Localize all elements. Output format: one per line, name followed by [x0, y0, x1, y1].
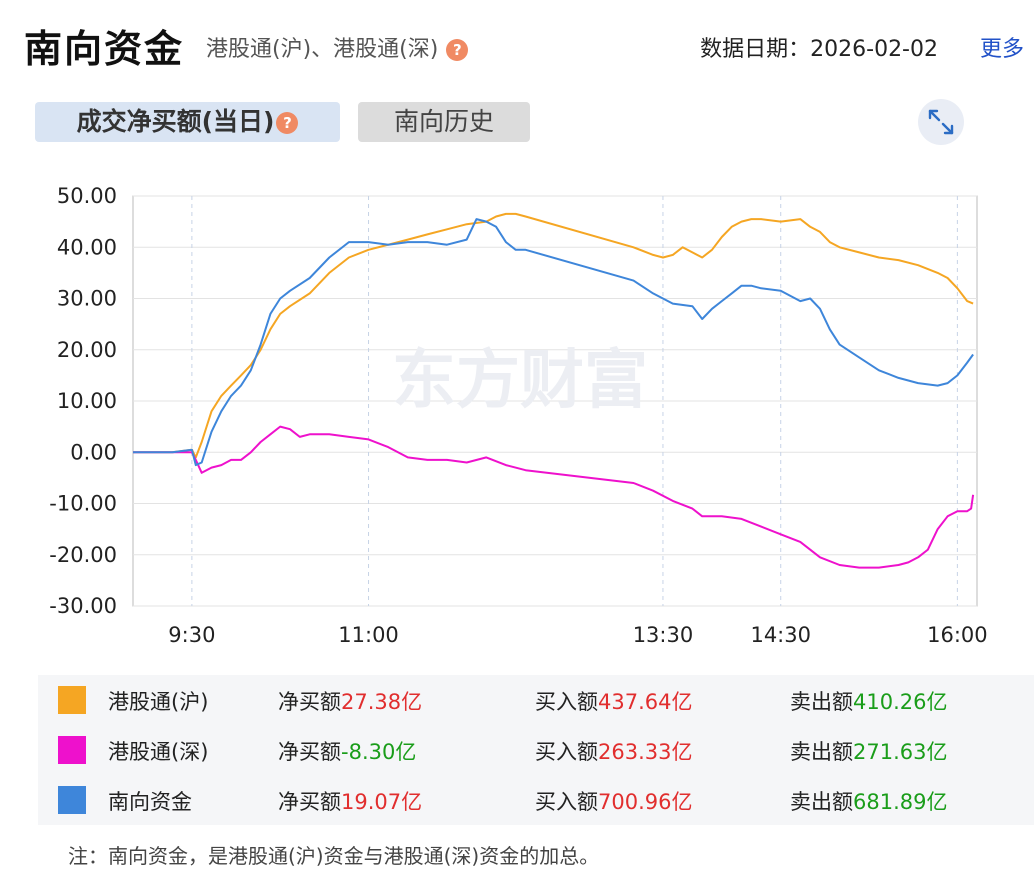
subtitle-text: 港股通(沪)、港股通(深)	[206, 37, 439, 62]
header: 南向资金 港股通(沪)、港股通(深)? 数据日期：2026-02-02 更多	[0, 0, 1034, 80]
net-buy-value: -8.30亿	[341, 740, 417, 764]
buy-cell: 买入额263.33亿	[535, 736, 692, 766]
legend-row: 港股通(深) 净买额-8.30亿 买入额263.33亿 卖出额271.63亿	[38, 725, 1034, 775]
series-line-1	[133, 425, 975, 569]
expand-icon	[928, 109, 954, 135]
tab-south-history[interactable]: 南向历史	[358, 102, 530, 142]
sell-value: 271.63亿	[853, 740, 948, 764]
series-name: 南向资金	[108, 790, 192, 814]
legend-row: 港股通(沪) 净买额27.38亿 买入额437.64亿 卖出额410.26亿	[38, 675, 1034, 725]
series-line-0	[133, 212, 974, 459]
page-subtitle: 港股通(沪)、港股通(深)?	[206, 31, 469, 63]
buy-value: 700.96亿	[598, 790, 693, 814]
net-buy-cell: 净买额27.38亿	[278, 686, 422, 716]
line-chart: 50.00 40.00 30.00 20.00 10.00 0.00 -10.00 -20.0…	[49, 184, 988, 647]
date-label: 数据日期：	[700, 37, 811, 62]
net-buy-value: 27.38亿	[341, 690, 423, 714]
net-buy-label: 净买额	[278, 790, 341, 814]
series-name: 港股通(深)	[108, 740, 209, 764]
sell-cell: 卖出额410.26亿	[790, 686, 947, 716]
y-tick-label: 0.00	[70, 440, 117, 464]
tab-net-buy-today[interactable]: 成交净买额(当日)?	[35, 102, 340, 142]
help-icon[interactable]: ?	[276, 112, 299, 134]
series-swatch	[58, 736, 86, 764]
x-tick-label: 11:00	[338, 623, 399, 647]
y-tick-label: 40.00	[57, 235, 117, 259]
more-link[interactable]: 更多	[979, 37, 1024, 62]
x-tick-label: 14:30	[750, 623, 811, 647]
buy-cell: 买入额437.64亿	[535, 686, 692, 716]
sell-value: 410.26亿	[853, 690, 948, 714]
buy-label: 买入额	[535, 740, 598, 764]
series-swatch	[58, 686, 86, 714]
help-icon[interactable]: ?	[446, 39, 469, 61]
x-tick-label: 9:30	[168, 623, 215, 647]
date-value: 2026-02-02	[810, 37, 938, 62]
y-tick-label: 10.00	[57, 389, 117, 413]
legend-row: 南向资金 净买额19.07亿 买入额700.96亿 卖出额681.89亿	[38, 775, 1034, 825]
sell-cell: 卖出额271.63亿	[790, 736, 947, 766]
net-buy-label: 净买额	[278, 740, 341, 764]
buy-value: 437.64亿	[598, 690, 693, 714]
x-tick-label: 16:00	[927, 623, 988, 647]
y-tick-label: -10.00	[49, 492, 117, 516]
series-swatch	[58, 786, 86, 814]
chart-area: 50.00 40.00 30.00 20.00 10.00 0.00 -10.00 -20.0…	[0, 170, 1034, 660]
y-tick-label: 30.00	[57, 287, 117, 311]
buy-label: 买入额	[535, 790, 598, 814]
series-name: 港股通(沪)	[108, 690, 209, 714]
net-buy-value: 19.07亿	[341, 790, 423, 814]
y-tick-label: 50.00	[57, 184, 117, 208]
sell-label: 卖出额	[790, 740, 853, 764]
data-date: 数据日期：2026-02-02	[700, 31, 938, 63]
sell-value: 681.89亿	[853, 790, 948, 814]
footnote: 注：南向资金，是港股通(沪)资金与港股通(深)资金的加总。	[68, 844, 600, 868]
legend-table: 港股通(沪) 净买额27.38亿 买入额437.64亿 卖出额410.26亿 港…	[38, 675, 1034, 825]
y-tick-label: -20.00	[49, 543, 117, 567]
watermark-text: 东方财富	[392, 344, 648, 418]
sell-label: 卖出额	[790, 690, 853, 714]
tab-label: 成交净买额(当日)	[76, 107, 275, 136]
net-buy-cell: 净买额19.07亿	[278, 786, 422, 816]
sell-label: 卖出额	[790, 790, 853, 814]
sell-cell: 卖出额681.89亿	[790, 786, 947, 816]
page-title: 南向资金	[24, 27, 185, 71]
buy-label: 买入额	[535, 690, 598, 714]
buy-cell: 买入额700.96亿	[535, 786, 692, 816]
buy-value: 263.33亿	[598, 740, 693, 764]
y-tick-label: -30.00	[49, 594, 117, 618]
expand-button[interactable]	[918, 99, 964, 145]
series-line-2	[133, 218, 974, 467]
net-buy-label: 净买额	[278, 690, 341, 714]
x-tick-label: 13:30	[633, 623, 694, 647]
y-tick-label: 20.00	[57, 338, 117, 362]
net-buy-cell: 净买额-8.30亿	[278, 736, 416, 766]
